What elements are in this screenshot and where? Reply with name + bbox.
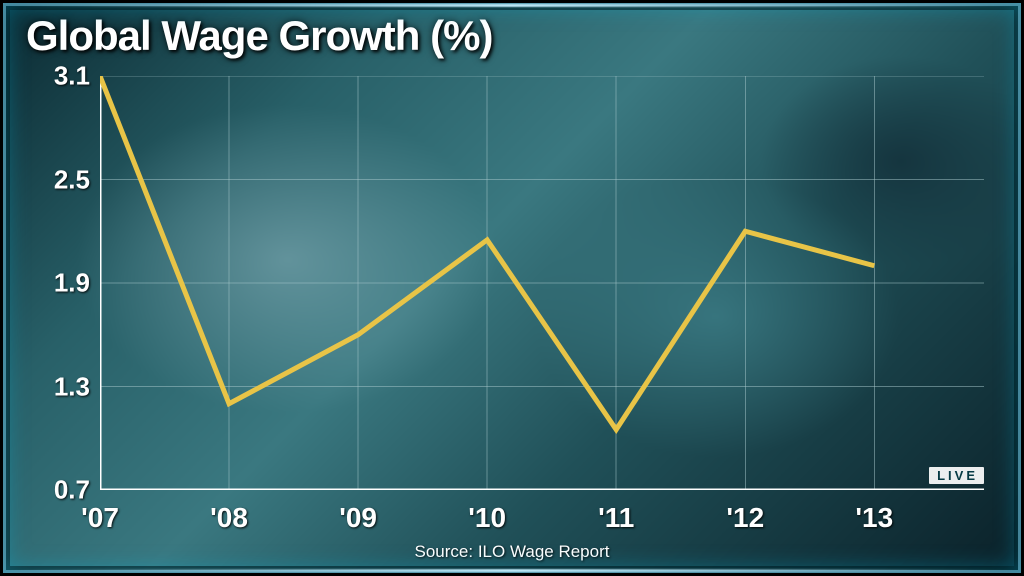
y-tick-label: 1.3 — [54, 371, 90, 402]
chart-title: Global Wage Growth (%) — [26, 12, 492, 60]
x-tick-label: '07 — [81, 502, 119, 534]
source-line: Source: ILO Wage Report — [415, 542, 610, 562]
live-badge: LIVE — [929, 467, 984, 484]
y-tick-label: 2.5 — [54, 164, 90, 195]
y-tick-label: 0.7 — [54, 475, 90, 506]
y-tick-label: 1.9 — [54, 268, 90, 299]
x-tick-label: '10 — [468, 502, 506, 534]
x-tick-label: '09 — [339, 502, 377, 534]
chart-plot-area: 0.71.31.92.53.1'07'08'09'10'11'12'13 — [100, 76, 984, 490]
x-tick-label: '11 — [598, 502, 634, 534]
chart-svg — [100, 76, 984, 490]
x-tick-label: '13 — [855, 502, 893, 534]
y-tick-label: 3.1 — [54, 61, 90, 92]
x-tick-label: '12 — [726, 502, 764, 534]
x-tick-label: '08 — [210, 502, 248, 534]
